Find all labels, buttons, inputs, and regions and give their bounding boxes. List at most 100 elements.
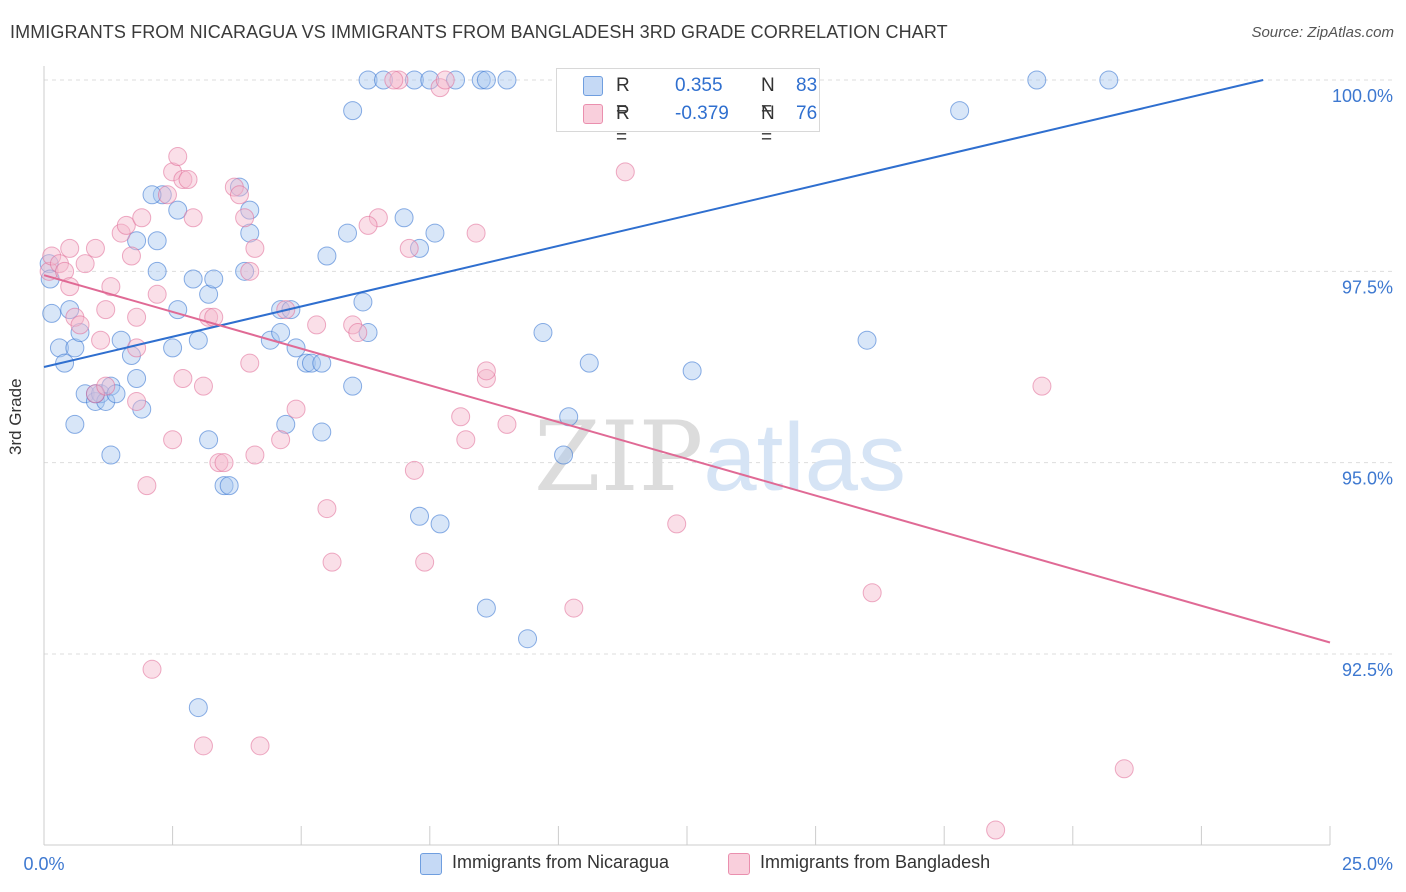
- x-tick-label: 25.0%: [1342, 854, 1393, 874]
- nicaragua-point: [554, 445, 574, 465]
- nicaragua-point: [317, 246, 337, 266]
- nicaragua-point: [127, 368, 147, 388]
- bangladesh-point: [173, 169, 193, 189]
- nicaragua-point: [70, 323, 90, 343]
- nicaragua-point: [204, 269, 224, 289]
- nicaragua-point: [168, 200, 188, 220]
- bangladesh-point: [235, 208, 255, 228]
- correlation-legend: R = 0.355 N = 83 R = -0.379 N = 76: [556, 68, 820, 148]
- nicaragua-point: [857, 330, 877, 350]
- bangladesh-point: [497, 414, 517, 434]
- bangladesh-point: [250, 736, 270, 756]
- nicaragua-point: [235, 261, 255, 281]
- bangladesh-point: [456, 430, 476, 450]
- nicaragua-point: [188, 330, 208, 350]
- watermark: ZIPatlas: [534, 401, 906, 513]
- nicaragua-point: [1027, 70, 1047, 90]
- nicaragua-point: [410, 506, 430, 526]
- bangladesh-point: [451, 407, 471, 427]
- legend-r-label: R =: [616, 75, 630, 120]
- legend-swatch-nicaragua: [583, 76, 603, 96]
- bangladesh-point: [127, 307, 147, 327]
- bangladesh-point: [116, 215, 136, 235]
- nicaragua-point: [579, 353, 599, 373]
- bangladesh-point: [193, 736, 213, 756]
- bangladesh-point: [157, 185, 177, 205]
- bangladesh-point: [70, 315, 90, 335]
- bangladesh-point: [142, 659, 162, 679]
- bangladesh-point: [322, 552, 342, 572]
- bangladesh-point: [209, 453, 229, 473]
- nicaragua-point: [518, 629, 538, 649]
- nicaragua-point: [343, 376, 363, 396]
- bangladesh-point: [85, 384, 105, 404]
- bangladesh-point: [307, 315, 327, 335]
- bangladesh-point: [132, 208, 152, 228]
- legend-n-value: 76: [796, 103, 818, 124]
- nicaragua-point: [296, 353, 316, 373]
- nicaragua-point: [404, 70, 424, 90]
- nicaragua-point: [219, 476, 239, 496]
- bangladesh-point: [389, 70, 409, 90]
- nicaragua-point: [358, 70, 378, 90]
- nicaragua-point: [420, 70, 440, 90]
- legend-n-value: 83: [796, 75, 818, 96]
- nicaragua-trend-line: [43, 79, 1264, 368]
- nicaragua-point: [42, 303, 62, 323]
- x-tick-label: 0.0%: [23, 854, 64, 874]
- nicaragua-point: [410, 238, 430, 258]
- bangladesh-point: [317, 499, 337, 519]
- nicaragua-point: [142, 185, 162, 205]
- nicaragua-point: [188, 698, 208, 718]
- nicaragua-point: [101, 445, 121, 465]
- bangladesh-point: [178, 169, 198, 189]
- legend-n-label: N =: [761, 103, 775, 148]
- bottom-legend-label-bangladesh: Immigrants from Bangladesh: [760, 852, 991, 872]
- nicaragua-point: [430, 514, 450, 534]
- nicaragua-point: [75, 384, 95, 404]
- bangladesh-point: [101, 277, 121, 297]
- bangladesh-point: [42, 246, 62, 266]
- bangladesh-point: [214, 453, 234, 473]
- bangladesh-point: [96, 300, 116, 320]
- bangladesh-point: [183, 208, 203, 228]
- nicaragua-point: [425, 223, 445, 243]
- bangladesh-point: [286, 399, 306, 419]
- chart-title: IMMIGRANTS FROM NICARAGUA VS IMMIGRANTS …: [10, 22, 948, 42]
- bangladesh-point: [667, 514, 687, 534]
- bangladesh-point: [404, 460, 424, 480]
- bangladesh-point: [193, 376, 213, 396]
- nicaragua-point: [199, 284, 219, 304]
- bangladesh-point: [1114, 759, 1134, 779]
- nicaragua-point: [497, 70, 517, 90]
- nicaragua-point: [147, 261, 167, 281]
- nicaragua-point: [312, 422, 332, 442]
- nicaragua-point: [476, 70, 496, 90]
- nicaragua-point: [49, 338, 69, 358]
- bangladesh-point: [476, 368, 496, 388]
- nicaragua-point: [163, 338, 183, 358]
- bangladesh-point: [127, 391, 147, 411]
- bangladesh-point: [127, 338, 147, 358]
- bangladesh-point: [476, 361, 496, 381]
- nicaragua-point: [271, 323, 291, 343]
- nicaragua-point: [353, 292, 373, 312]
- source-credit: Source: ZipAtlas.com: [1251, 24, 1394, 41]
- bangladesh-point: [60, 238, 80, 258]
- bangladesh-point: [245, 445, 265, 465]
- bangladesh-point: [168, 147, 188, 167]
- nicaragua-point: [476, 598, 496, 618]
- bangladesh-point: [435, 70, 455, 90]
- y-tick-label: 100.0%: [1332, 86, 1393, 106]
- bottom-legend-swatch-nicaragua: [420, 853, 442, 875]
- nicaragua-point: [374, 70, 394, 90]
- bangladesh-point: [137, 476, 157, 496]
- nicaragua-point: [950, 101, 970, 121]
- y-tick-label: 97.5%: [1342, 277, 1393, 297]
- bottom-legend-swatch-bangladesh: [728, 853, 750, 875]
- nicaragua-point: [1099, 70, 1119, 90]
- bangladesh-point: [121, 246, 141, 266]
- nicaragua-point: [229, 177, 249, 197]
- nicaragua-point: [394, 208, 414, 228]
